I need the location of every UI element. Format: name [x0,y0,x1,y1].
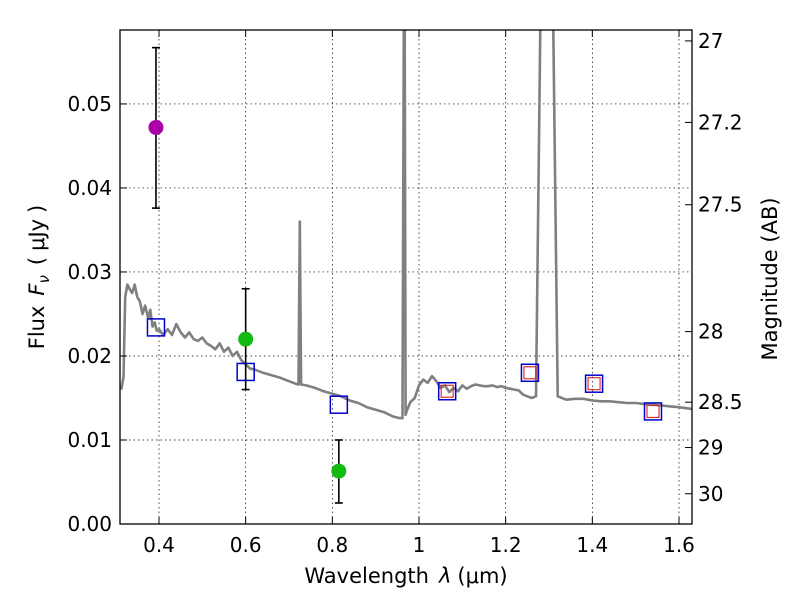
y2-tick-label: 28.5 [698,390,743,414]
y-tick-label: 0.04 [67,176,112,200]
model-photometry-marker [329,395,349,414]
y2-axis-label: Magnitude (AB) [758,197,782,360]
model-spectrum-line [120,30,692,420]
y-tick-label: 0.00 [67,512,112,536]
y-axis-label: FluxFν(μJy) [25,205,53,350]
plot-frame [119,29,693,525]
model-photometry-marker [437,382,457,401]
x-tick-label: 1.4 [576,533,608,557]
model-photometry-marker [520,363,540,383]
inner-square-marker [440,384,454,398]
y2-axis: 27 27.2 27.5 28 28.5 29 30 [685,29,743,506]
inner-square-marker [587,377,601,391]
y2-tick-label: 30 [698,482,723,506]
x-tick-label: 1.6 [663,533,695,557]
x-axis-label: Wavelength λ (μm) [304,564,507,588]
y-tick-label: 0.01 [67,428,112,452]
x-tick-label: 1.2 [490,533,522,557]
model-photometry-marker [146,318,166,337]
y2-tick-label: 29 [698,436,723,460]
plot-area [120,30,692,504]
x-tick-label: 1 [413,533,426,557]
x-tick-label: 0.8 [316,533,348,557]
y-axis: 0.00 0.01 0.02 0.03 0.04 0.05 [67,92,127,536]
y-tick-label: 0.05 [67,92,112,116]
inner-square-marker [523,366,537,380]
y2-tick-label: 28 [698,320,723,344]
inner-square-marker [646,404,660,418]
x-axis: 0.4 0.6 0.8 1 1.2 1.4 1.6 [143,30,695,557]
model-photometry-marker [584,374,604,393]
x-tick-label: 0.4 [143,533,175,557]
x-tick-label: 0.6 [230,533,262,557]
y-tick-label: 0.03 [67,260,112,284]
observed-point [238,331,254,347]
y2-tick-label: 27.5 [698,193,743,217]
model-photometry-marker [643,402,663,421]
observed-point [148,119,164,135]
y2-tick-label: 27 [698,29,723,53]
observed-point [331,463,347,479]
y2-tick-label: 27.2 [698,110,743,134]
y-tick-label: 0.02 [67,344,112,368]
